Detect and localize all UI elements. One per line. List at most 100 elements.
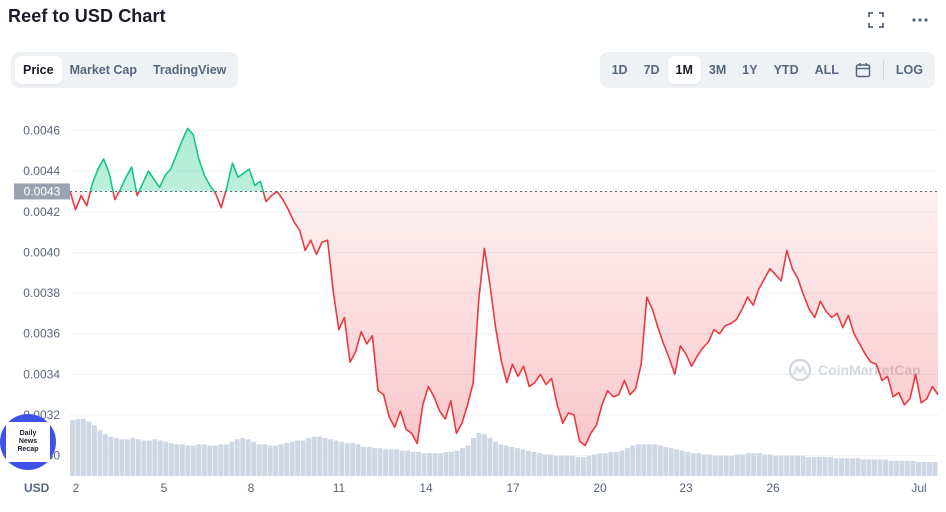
volume-bar <box>124 439 130 476</box>
badge-line-2: News <box>18 438 38 445</box>
volume-bar <box>718 455 724 476</box>
range-1d[interactable]: 1D <box>611 63 628 77</box>
volume-bar <box>652 444 658 476</box>
volume-bar <box>767 454 773 476</box>
tab-tradingview[interactable]: TradingView <box>152 63 227 77</box>
volume-bar <box>218 444 224 476</box>
volume-bar <box>624 448 630 476</box>
volume-bar <box>70 420 75 476</box>
volume-bar <box>564 455 570 476</box>
volume-bar <box>696 453 702 476</box>
volume-bar <box>130 438 136 476</box>
volume-bar <box>289 441 295 476</box>
volume-bar <box>482 434 487 476</box>
volume-bar <box>207 445 213 476</box>
volume-bar <box>580 457 586 476</box>
volume-bar <box>558 455 564 476</box>
y-tick-label: 0.0038 <box>23 286 60 300</box>
volume-bar <box>416 451 421 476</box>
volume-bar <box>449 451 454 476</box>
volume-bar <box>75 419 81 476</box>
volume-bar <box>333 440 339 476</box>
volume-bar <box>223 444 229 476</box>
range-all[interactable]: ALL <box>814 63 839 77</box>
range-3m[interactable]: 3M <box>708 63 727 77</box>
tab-price[interactable]: Price <box>15 56 62 84</box>
volume-bar <box>916 462 921 476</box>
volume-bar <box>839 458 845 476</box>
volume-bar <box>597 453 603 476</box>
tab-market-cap[interactable]: Market Cap <box>69 63 137 77</box>
area-down <box>70 191 938 446</box>
x-tick-label: 14 <box>419 481 433 495</box>
volume-bar <box>498 444 504 476</box>
volume-bar <box>108 436 114 476</box>
volume-bar <box>465 445 471 476</box>
volume-bar <box>328 439 334 476</box>
chart-title: Reef to USD Chart <box>8 6 166 26</box>
volume-bar <box>899 460 905 476</box>
range-ytd[interactable]: YTD <box>773 63 799 77</box>
volume-bar <box>157 440 163 476</box>
volume-bar <box>784 455 790 476</box>
volume-bar <box>646 444 652 476</box>
volume-bar <box>542 454 548 476</box>
volume-bar <box>427 453 432 476</box>
volume-bars <box>70 419 938 476</box>
volume-bar <box>278 444 284 476</box>
volume-bar <box>795 455 801 476</box>
volume-bar <box>300 440 306 476</box>
volume-bar <box>438 453 443 476</box>
more-horizontal-icon[interactable] <box>910 10 930 30</box>
time-range-tabs: 1D 7D 1M 3M 1Y YTD ALL LOG <box>599 52 935 88</box>
volume-bar <box>234 439 240 476</box>
volume-bar <box>311 436 317 476</box>
volume-bar <box>591 454 597 476</box>
volume-bar <box>751 453 757 476</box>
y-tick-label: 0.0034 <box>23 367 60 381</box>
volume-bar <box>339 441 345 476</box>
volume-bar <box>927 462 932 476</box>
volume-bar <box>190 445 196 476</box>
calendar-icon[interactable] <box>847 56 879 84</box>
volume-bar <box>872 459 877 476</box>
volume-bar <box>152 439 158 476</box>
volume-bar <box>504 445 509 476</box>
volume-bar <box>701 454 707 476</box>
fullscreen-icon[interactable] <box>866 10 886 30</box>
volume-bar <box>443 451 449 476</box>
volume-bar <box>877 459 883 476</box>
x-tick-label: 8 <box>248 481 255 495</box>
volume-bar <box>525 450 531 476</box>
volume-bar <box>817 457 823 476</box>
volume-bar <box>905 460 910 476</box>
volume-bar <box>822 457 828 476</box>
volume-bar <box>630 445 636 476</box>
volume-bar <box>619 450 625 476</box>
volume-bar <box>861 459 866 476</box>
volume-bar <box>471 438 476 476</box>
x-tick-label: 26 <box>766 481 780 495</box>
volume-bar <box>91 425 97 476</box>
x-tick-label: 2 <box>73 481 80 495</box>
volume-bar <box>833 458 839 476</box>
volume-bar <box>201 444 207 476</box>
volume-bar <box>707 454 713 476</box>
x-tick-label: 11 <box>333 481 346 495</box>
price-chart[interactable]: 0.0046 0.0044 0.0042 0.0040 0.0038 0.0036 0.00… <box>0 100 946 512</box>
volume-bar <box>789 455 795 476</box>
baseline-label: 0.0043 <box>14 183 70 200</box>
y-tick-label: 0.0044 <box>23 164 60 178</box>
volume-bar <box>690 453 696 476</box>
volume-bar <box>723 455 729 476</box>
volume-bar <box>383 449 389 476</box>
range-1m[interactable]: 1M <box>667 56 701 84</box>
daily-news-recap-badge[interactable]: Daily News Recap <box>0 414 56 470</box>
volume-bar <box>778 455 784 476</box>
volume-bar <box>295 440 301 476</box>
log-scale-button[interactable]: LOG <box>895 63 923 77</box>
volume-bar <box>267 445 273 476</box>
volume-bar <box>844 458 850 476</box>
range-1y[interactable]: 1Y <box>742 63 758 77</box>
range-7d[interactable]: 7D <box>643 63 660 77</box>
